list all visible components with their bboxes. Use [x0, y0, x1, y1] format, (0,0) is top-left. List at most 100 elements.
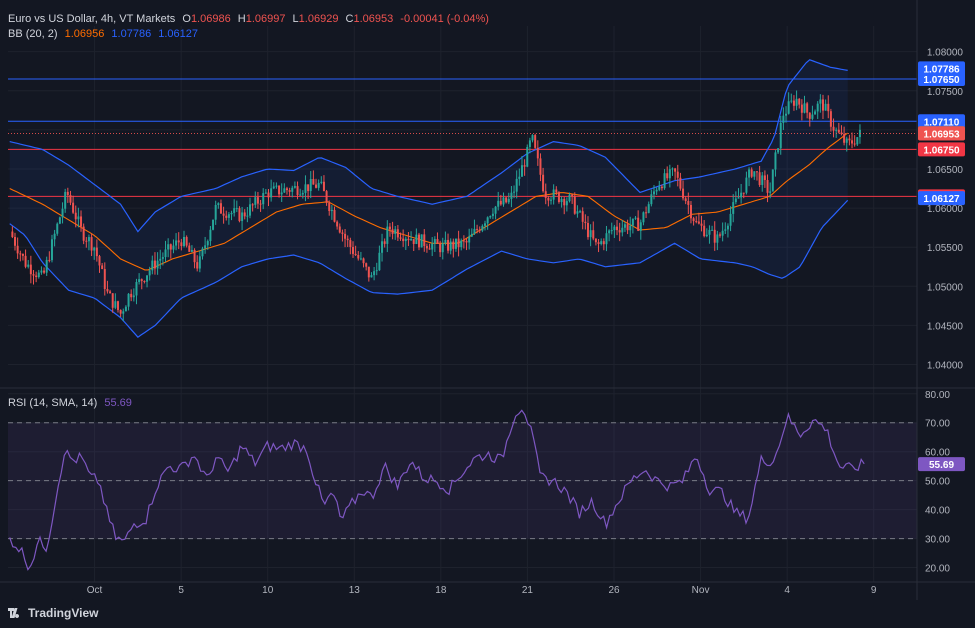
candle-body: [378, 252, 381, 271]
candle-body: [217, 203, 220, 205]
level-badge: 1.07110: [924, 117, 960, 128]
candle-body: [779, 122, 782, 149]
candle-body: [227, 214, 230, 218]
candle-body: [557, 192, 560, 203]
candle-body: [315, 184, 318, 188]
candle-body: [692, 218, 695, 222]
candle-body: [568, 194, 571, 202]
candle-body: [806, 103, 809, 113]
candle-body: [769, 191, 772, 193]
candle-body: [740, 192, 743, 198]
candle-body: [447, 239, 450, 251]
candle-body: [35, 275, 38, 277]
candle-body: [782, 115, 785, 123]
price-axis[interactable]: 1.080001.075001.070001.065001.060001.055…: [916, 0, 964, 600]
candle-body: [536, 147, 539, 159]
candle-body: [605, 233, 608, 245]
candle-body: [481, 225, 484, 231]
tradingview-logo[interactable]: TradingView: [8, 606, 98, 620]
candle-body: [82, 226, 85, 241]
rsi-tick-label: 80.00: [925, 390, 950, 401]
candle-body: [755, 171, 758, 173]
candle-body: [74, 212, 77, 220]
candle-body: [848, 138, 851, 141]
candle-body: [246, 215, 249, 217]
candle-body: [462, 240, 465, 242]
candle-body: [816, 103, 819, 112]
candle-body: [542, 174, 545, 192]
candle-body: [285, 188, 288, 191]
candle-body: [180, 242, 183, 247]
time-axis[interactable]: Oct 5 10 13 18 21 26 Nov 4 9: [0, 581, 975, 596]
candle-body: [135, 282, 138, 296]
high-label: H: [237, 13, 246, 25]
candle-body: [283, 188, 286, 193]
candle-body: [798, 98, 801, 105]
candle-body: [201, 248, 204, 257]
candle-body: [391, 229, 394, 234]
candle-body: [526, 146, 529, 167]
rsi-label: RSI (14, SMA, 14): [8, 397, 98, 409]
candle-body: [639, 222, 642, 231]
candle-body: [156, 260, 159, 269]
candle-body: [594, 238, 597, 243]
candle-body: [785, 113, 788, 116]
candle-body: [613, 226, 616, 231]
candle-body: [705, 234, 708, 237]
candle-body: [312, 178, 315, 185]
candle-body: [721, 230, 724, 236]
candle-body: [652, 191, 655, 195]
symbol-title[interactable]: Euro vs US Dollar, 4h, VT Markets: [8, 13, 176, 25]
rsi-value: 55.69: [104, 397, 132, 409]
candle-body: [837, 129, 840, 133]
price-tick-label: 1.05000: [927, 282, 964, 293]
candle-body: [407, 238, 410, 241]
candle-body: [774, 152, 777, 170]
candle-body: [505, 197, 508, 203]
price-pane[interactable]: [8, 59, 917, 339]
low-value: 1.06929: [298, 13, 339, 25]
candle-body: [50, 239, 53, 261]
candle-body: [412, 239, 415, 245]
candle-body: [243, 212, 246, 217]
candle-body: [386, 226, 389, 244]
candle-body: [103, 268, 106, 289]
candle-body: [320, 181, 323, 183]
candle-body: [523, 165, 526, 167]
candle-body: [592, 230, 595, 239]
candle-body: [687, 201, 690, 205]
candle-body: [695, 221, 698, 223]
candle-body: [655, 189, 658, 192]
open-label: O: [182, 13, 191, 25]
horizontal-levels: [8, 78, 917, 197]
price-badge-bg: [918, 191, 965, 206]
candle-body: [111, 293, 114, 308]
candle-body: [29, 264, 32, 275]
candle-body: [634, 217, 637, 219]
candle-body: [249, 204, 252, 216]
candle-body: [626, 224, 629, 231]
candle-body: [671, 168, 674, 170]
candle-body: [212, 219, 215, 230]
price-badge: 1.06127: [923, 194, 960, 205]
bb-legend[interactable]: BB (20, 2) 1.06956 1.07786 1.06127: [8, 28, 202, 40]
candle-body: [486, 217, 489, 224]
candle-body: [77, 216, 80, 220]
candle-body: [124, 306, 127, 312]
rsi-legend[interactable]: RSI (14, SMA, 14) 55.69: [8, 397, 136, 409]
rsi-pane[interactable]: [8, 409, 917, 571]
candle-body: [109, 291, 112, 294]
candle-body: [597, 242, 600, 244]
candle-body: [272, 186, 275, 189]
candle-body: [484, 223, 487, 226]
candle-body: [64, 191, 67, 209]
candle-body: [21, 254, 24, 256]
candle-body: [589, 230, 592, 238]
candle-body: [623, 224, 626, 228]
level-badge-bg: [918, 142, 965, 157]
candle-body: [383, 241, 386, 244]
candle-body: [584, 221, 587, 223]
candle-body: [444, 239, 447, 244]
candle-body: [404, 238, 407, 242]
